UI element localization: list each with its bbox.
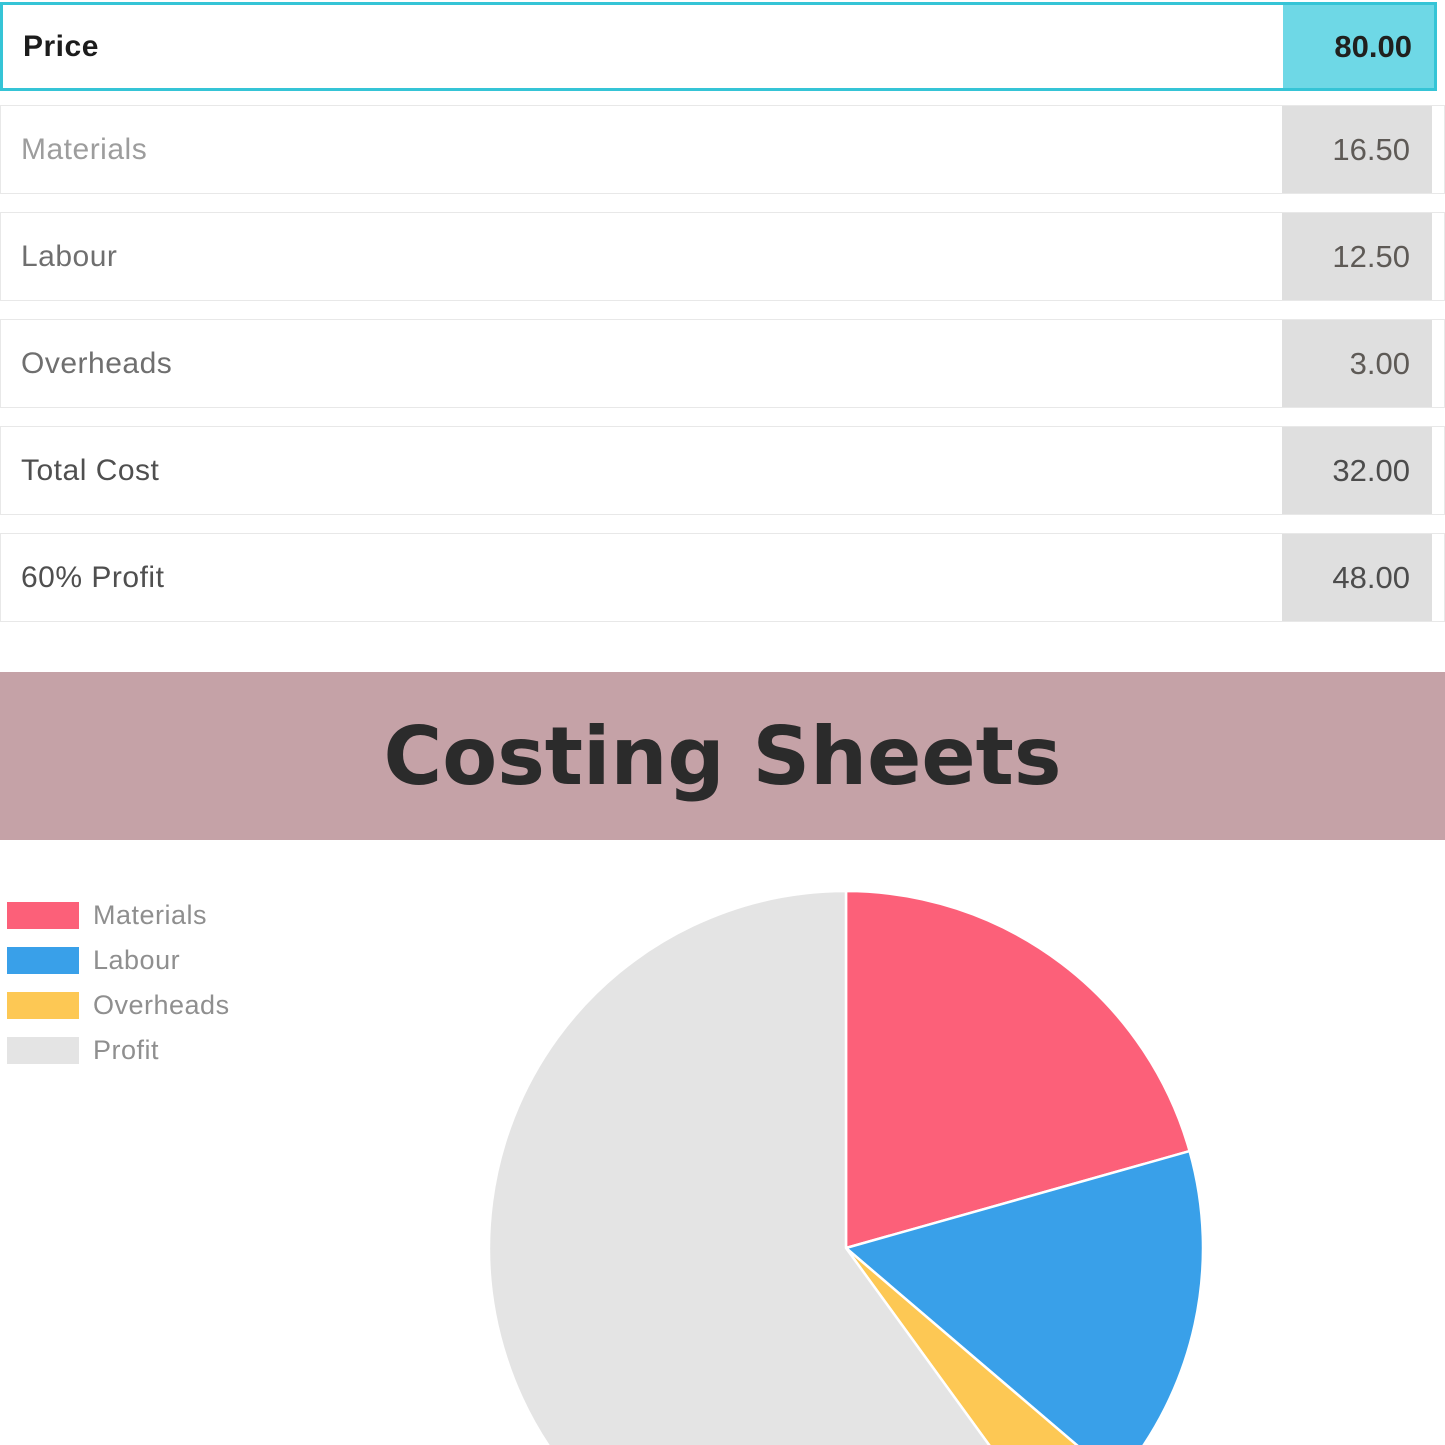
materials-value-cell[interactable]: 16.50: [1282, 106, 1432, 193]
labour-swatch-icon: [7, 947, 79, 974]
row-label-total-cost: Total Cost: [21, 453, 160, 487]
legend-item-overheads: Overheads: [7, 990, 230, 1020]
title-banner: Costing Sheets: [0, 672, 1445, 840]
row-label-labour: Labour: [21, 239, 118, 273]
pie-slice-profit: [487, 889, 991, 1445]
table-row-total-cost: Total Cost 32.00: [0, 426, 1445, 515]
pie-chart: [486, 888, 1210, 1445]
pie-legend: Materials Labour Overheads Profit: [7, 900, 230, 1082]
page-title: Costing Sheets: [383, 709, 1062, 803]
row-label-profit: 60% Profit: [21, 560, 165, 594]
pie-chart-svg: [487, 889, 1205, 1445]
legend-label-materials: Materials: [93, 900, 208, 930]
table-row-labour: Labour 12.50: [0, 212, 1445, 301]
legend-item-labour: Labour: [7, 945, 230, 975]
row-label-price: Price: [23, 29, 99, 63]
legend-label-profit: Profit: [93, 1035, 160, 1065]
legend-item-profit: Profit: [7, 1035, 230, 1065]
overheads-swatch-icon: [7, 992, 79, 1019]
table-row-price: Price 80.00: [0, 2, 1437, 91]
total-cost-value-cell[interactable]: 32.00: [1282, 427, 1432, 514]
profit-swatch-icon: [7, 1037, 79, 1064]
table-row-materials: Materials 16.50: [0, 105, 1445, 194]
materials-swatch-icon: [7, 902, 79, 929]
table-row-overheads: Overheads 3.00: [0, 319, 1445, 408]
pie-slice-overheads: [844, 1246, 1079, 1445]
pie-slice-materials: [844, 889, 1191, 1250]
pie-slice-labour: [844, 1149, 1205, 1445]
row-label-materials: Materials: [21, 132, 148, 166]
row-label-overheads: Overheads: [21, 346, 173, 380]
price-value-cell[interactable]: 80.00: [1283, 5, 1434, 88]
overheads-value-cell[interactable]: 3.00: [1282, 320, 1432, 407]
table-row-profit: 60% Profit 48.00: [0, 533, 1445, 622]
labour-value-cell[interactable]: 12.50: [1282, 213, 1432, 300]
legend-item-materials: Materials: [7, 900, 230, 930]
legend-label-overheads: Overheads: [93, 990, 230, 1020]
profit-value-cell[interactable]: 48.00: [1282, 534, 1432, 621]
legend-label-labour: Labour: [93, 945, 181, 975]
